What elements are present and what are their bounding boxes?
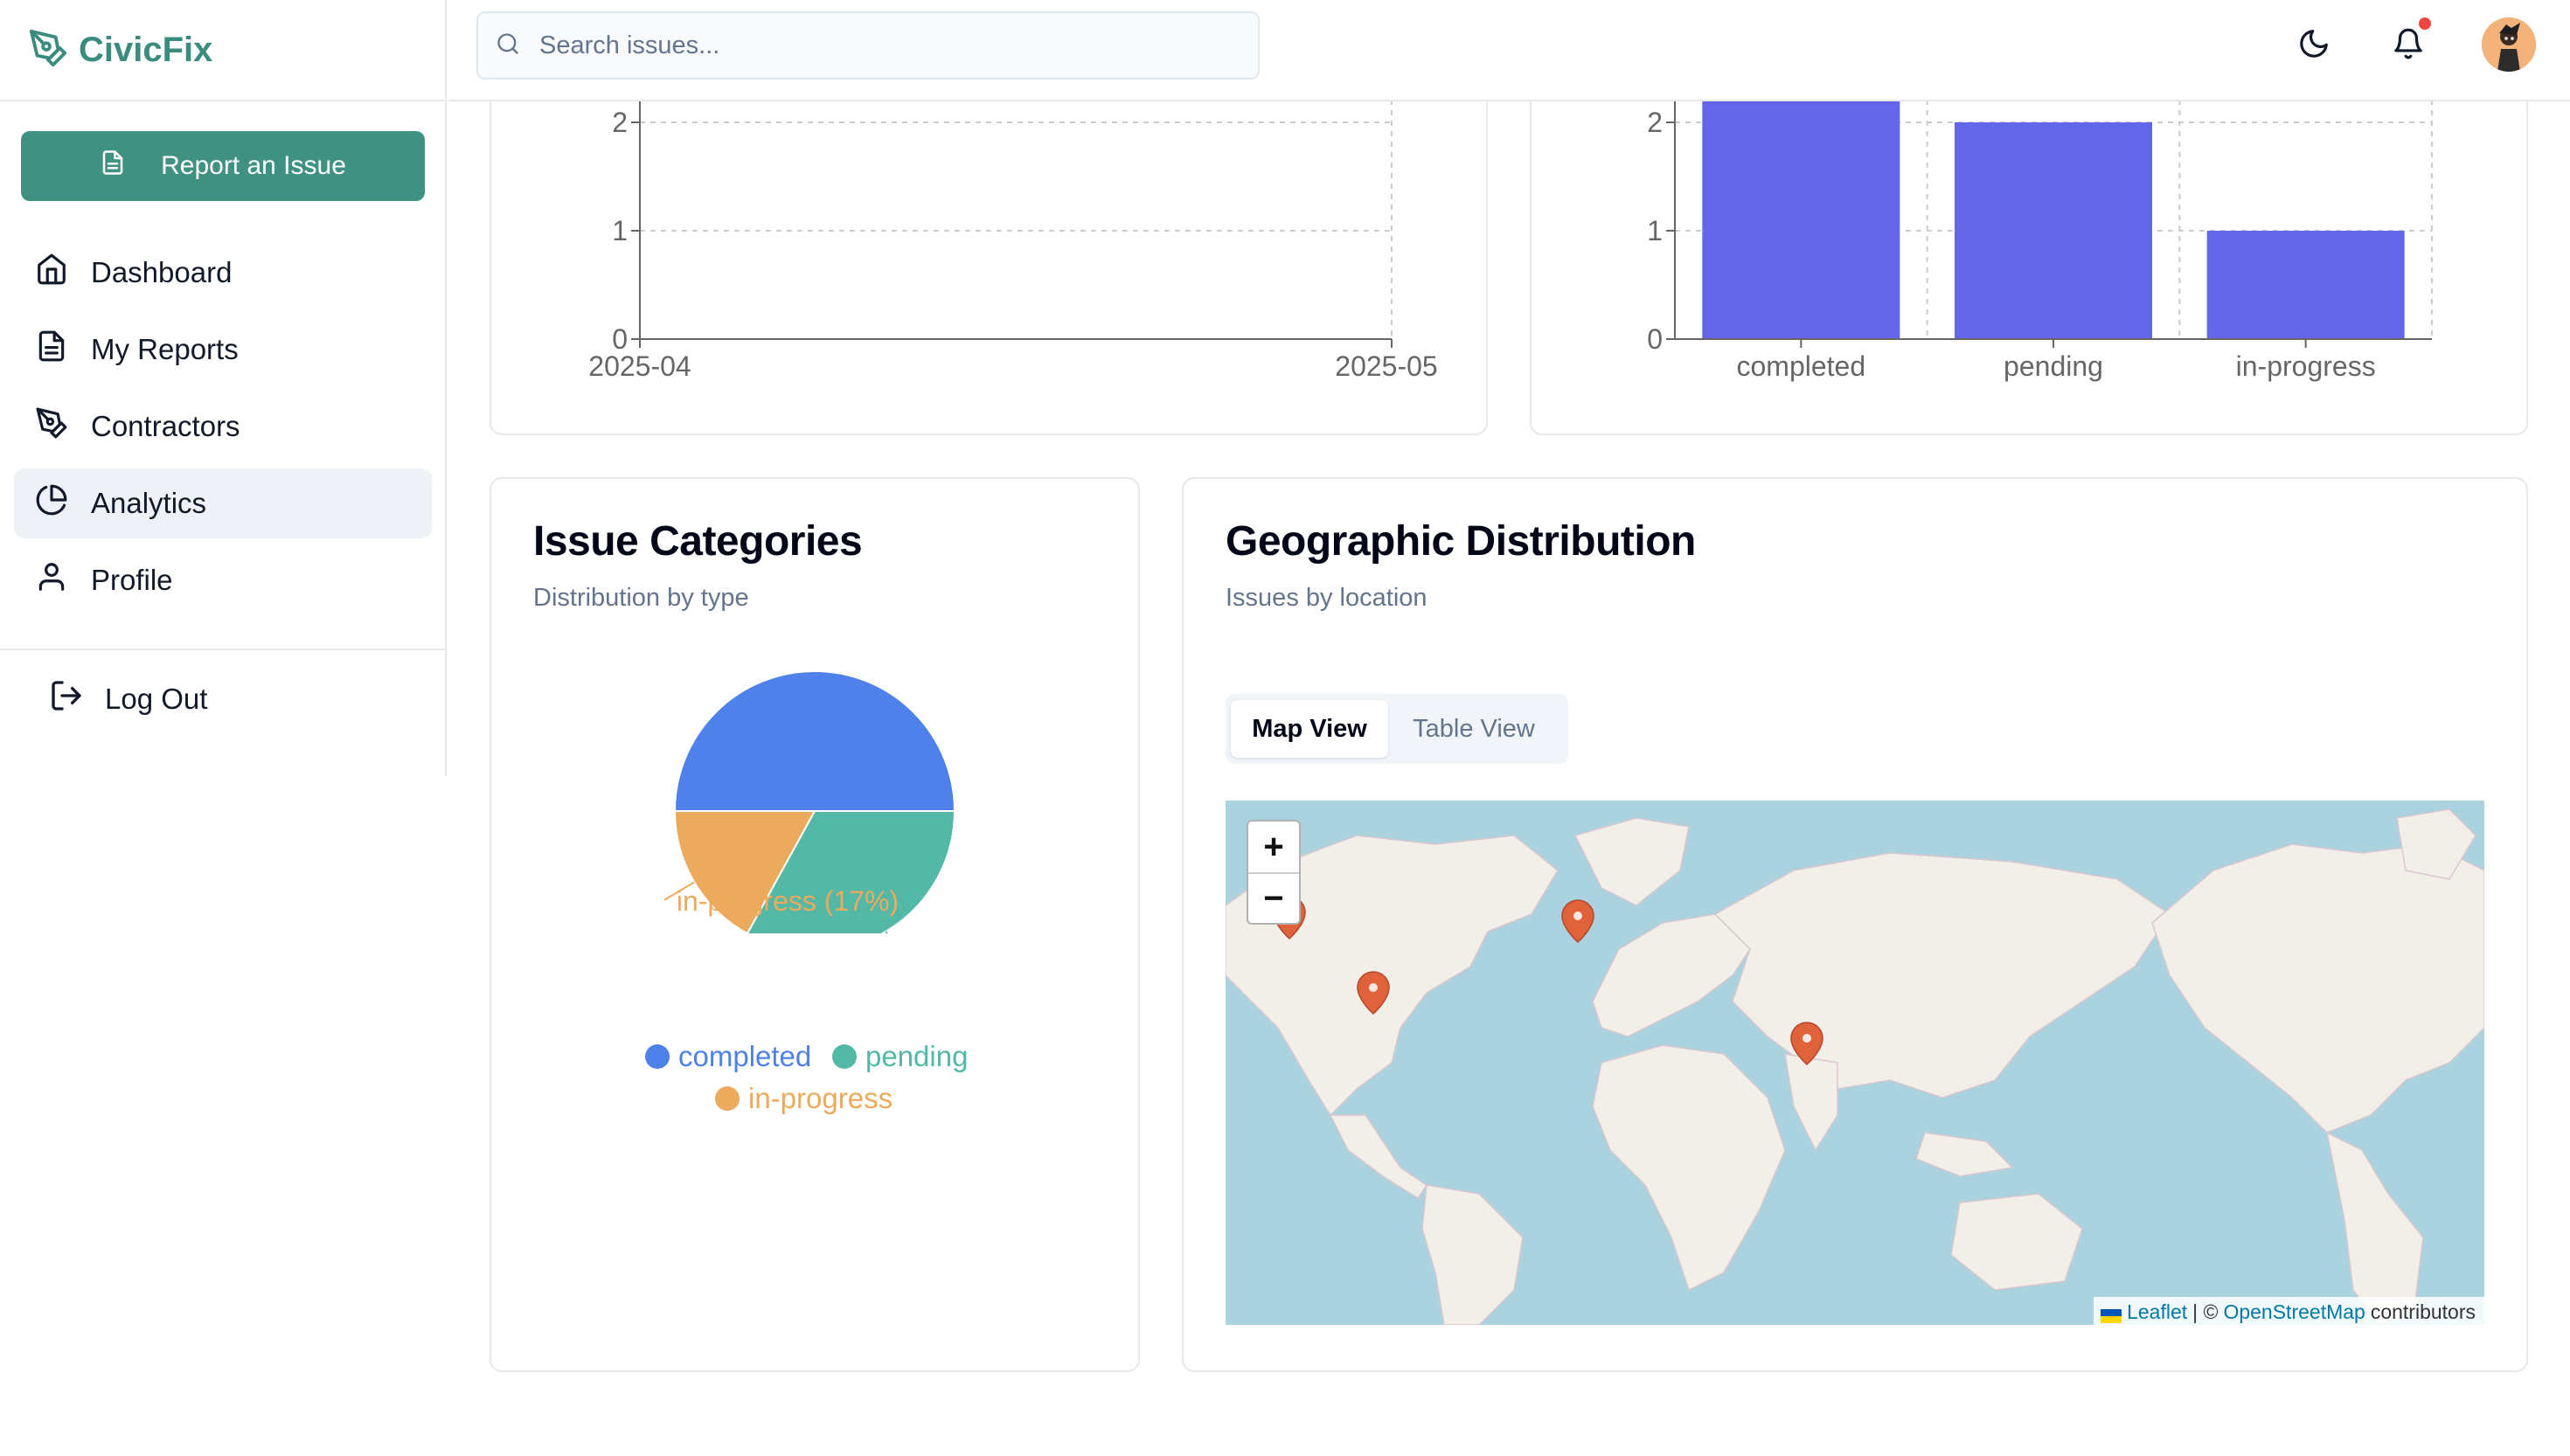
logout-label: Log Out — [105, 683, 208, 715]
feather-logo-icon — [28, 28, 68, 73]
sidebar-item-label: My Reports — [91, 333, 239, 365]
log-out-icon — [49, 678, 105, 720]
pie-slice-label: in-progress (17%) — [677, 885, 899, 917]
zoom-out-button[interactable]: − — [1248, 872, 1299, 923]
map-attribution: Leaflet | © OpenStreetMap contributors — [2094, 1297, 2484, 1325]
card-subtitle: Issues by location — [1226, 584, 1427, 612]
legend-label: in-progress — [748, 1082, 893, 1114]
file-text-icon — [35, 329, 91, 370]
bar-in-progress — [2206, 231, 2405, 339]
geographic-distribution-card: Geographic Distribution Issues by locati… — [1182, 477, 2528, 1372]
y-tick-label: 1 — [1647, 215, 1663, 246]
legend-swatch — [832, 1044, 857, 1069]
pie-slice-in-progress — [673, 810, 816, 933]
pie-chart-icon — [35, 483, 91, 523]
zoom-control: + − — [1247, 820, 1301, 925]
x-tick-label: pending — [2004, 350, 2103, 382]
zoom-in-button[interactable]: + — [1263, 827, 1284, 866]
sidebar-item-label: Analytics — [91, 487, 207, 519]
y-tick-label: 2 — [612, 107, 628, 138]
legend-item-in-progress[interactable]: in-progress — [715, 1082, 893, 1115]
x-tick-label: in-progress — [2236, 350, 2376, 382]
sidebar-item-profile[interactable]: Profile — [14, 545, 432, 615]
y-tick-label: 0 — [1647, 323, 1663, 355]
legend-item-pending[interactable]: pending — [832, 1040, 968, 1073]
notification-badge — [2419, 17, 2431, 30]
card-title: Geographic Distribution — [1226, 518, 1696, 565]
sidebar-nav: Dashboard My Reports Contractors Analyti… — [14, 238, 432, 622]
sidebar-item-my-reports[interactable]: My Reports — [14, 315, 432, 385]
card-subtitle: Distribution by type — [533, 584, 749, 612]
avatar[interactable] — [2482, 17, 2536, 72]
tab-table-view[interactable]: Table View — [1413, 714, 1535, 743]
file-text-icon — [100, 148, 161, 184]
brand[interactable]: CivicFix — [0, 0, 447, 101]
bell-icon — [2392, 27, 2425, 65]
sidebar: CivicFix Report an Issue Dashboard My Re… — [0, 0, 447, 776]
x-tick-label: 2025-05 — [1335, 350, 1437, 382]
y-tick-label: 1 — [612, 215, 628, 246]
tab-map-view[interactable]: Map View — [1231, 700, 1388, 758]
brand-name: CivicFix — [79, 30, 213, 69]
legend-swatch — [715, 1086, 740, 1111]
attribution-separator: | © — [2192, 1300, 2219, 1323]
openstreetmap-link[interactable]: OpenStreetMap — [2223, 1300, 2365, 1323]
pie-slice-completed — [673, 671, 956, 812]
logout-button[interactable]: Log Out — [49, 678, 207, 720]
leaflet-link[interactable]: Leaflet — [2127, 1300, 2188, 1323]
x-tick-label: 2025-04 — [588, 350, 691, 382]
issue-categories-card: Issue Categories Distribution by type co… — [490, 477, 1140, 1372]
sidebar-divider — [0, 648, 447, 650]
card-title: Issue Categories — [533, 518, 863, 565]
y-tick-label: 2 — [1647, 107, 1663, 138]
legend-label: completed — [678, 1040, 812, 1072]
attribution-contributors: contributors — [2370, 1300, 2476, 1323]
theme-toggle-button[interactable] — [2295, 26, 2333, 65]
home-icon — [35, 253, 91, 293]
world-map-tiles — [1226, 808, 2484, 1325]
sidebar-item-label: Profile — [91, 564, 173, 596]
report-issue-button[interactable]: Report an Issue — [21, 131, 425, 201]
search-input[interactable] — [539, 31, 1221, 60]
sidebar-item-analytics[interactable]: Analytics — [14, 468, 432, 538]
sidebar-item-label: Dashboard — [91, 256, 233, 288]
search-box[interactable] — [476, 11, 1260, 80]
x-tick-label: completed — [1737, 350, 1866, 382]
legend-label: pending — [865, 1040, 969, 1072]
report-issue-label: Report an Issue — [161, 151, 346, 180]
view-tabs: Map View Table View — [1226, 694, 1568, 764]
world-map[interactable]: + − Leaflet | © OpenStreetMap contributo… — [1226, 801, 2484, 1325]
top-header — [448, 0, 2570, 101]
trend-chart-card: 0 1 2 2025-04 2025-05 — [490, 35, 1488, 435]
sidebar-item-dashboard[interactable]: Dashboard — [14, 238, 432, 308]
pie-label-leader — [663, 881, 695, 901]
pie-label-leader — [885, 931, 888, 933]
sidebar-item-label: Contractors — [91, 410, 240, 442]
user-icon — [35, 560, 91, 600]
ukraine-flag-icon — [2101, 1305, 2122, 1323]
y-tick-label: 0 — [612, 323, 628, 355]
trend-line-chart: 0 1 2 2025-04 2025-05 — [588, 89, 1438, 382]
bar-pending — [1955, 122, 2152, 339]
legend-swatch — [645, 1044, 670, 1069]
legend-item-completed[interactable]: completed — [645, 1040, 811, 1073]
sidebar-item-contractors[interactable]: Contractors — [14, 392, 432, 461]
pen-tool-icon — [35, 406, 91, 447]
notifications-button[interactable] — [2389, 17, 2431, 65]
issue-categories-pie-chart: completed (50%)pending (33%)in-progress … — [663, 671, 956, 933]
search-icon — [496, 31, 520, 60]
moon-icon — [2297, 27, 2330, 65]
